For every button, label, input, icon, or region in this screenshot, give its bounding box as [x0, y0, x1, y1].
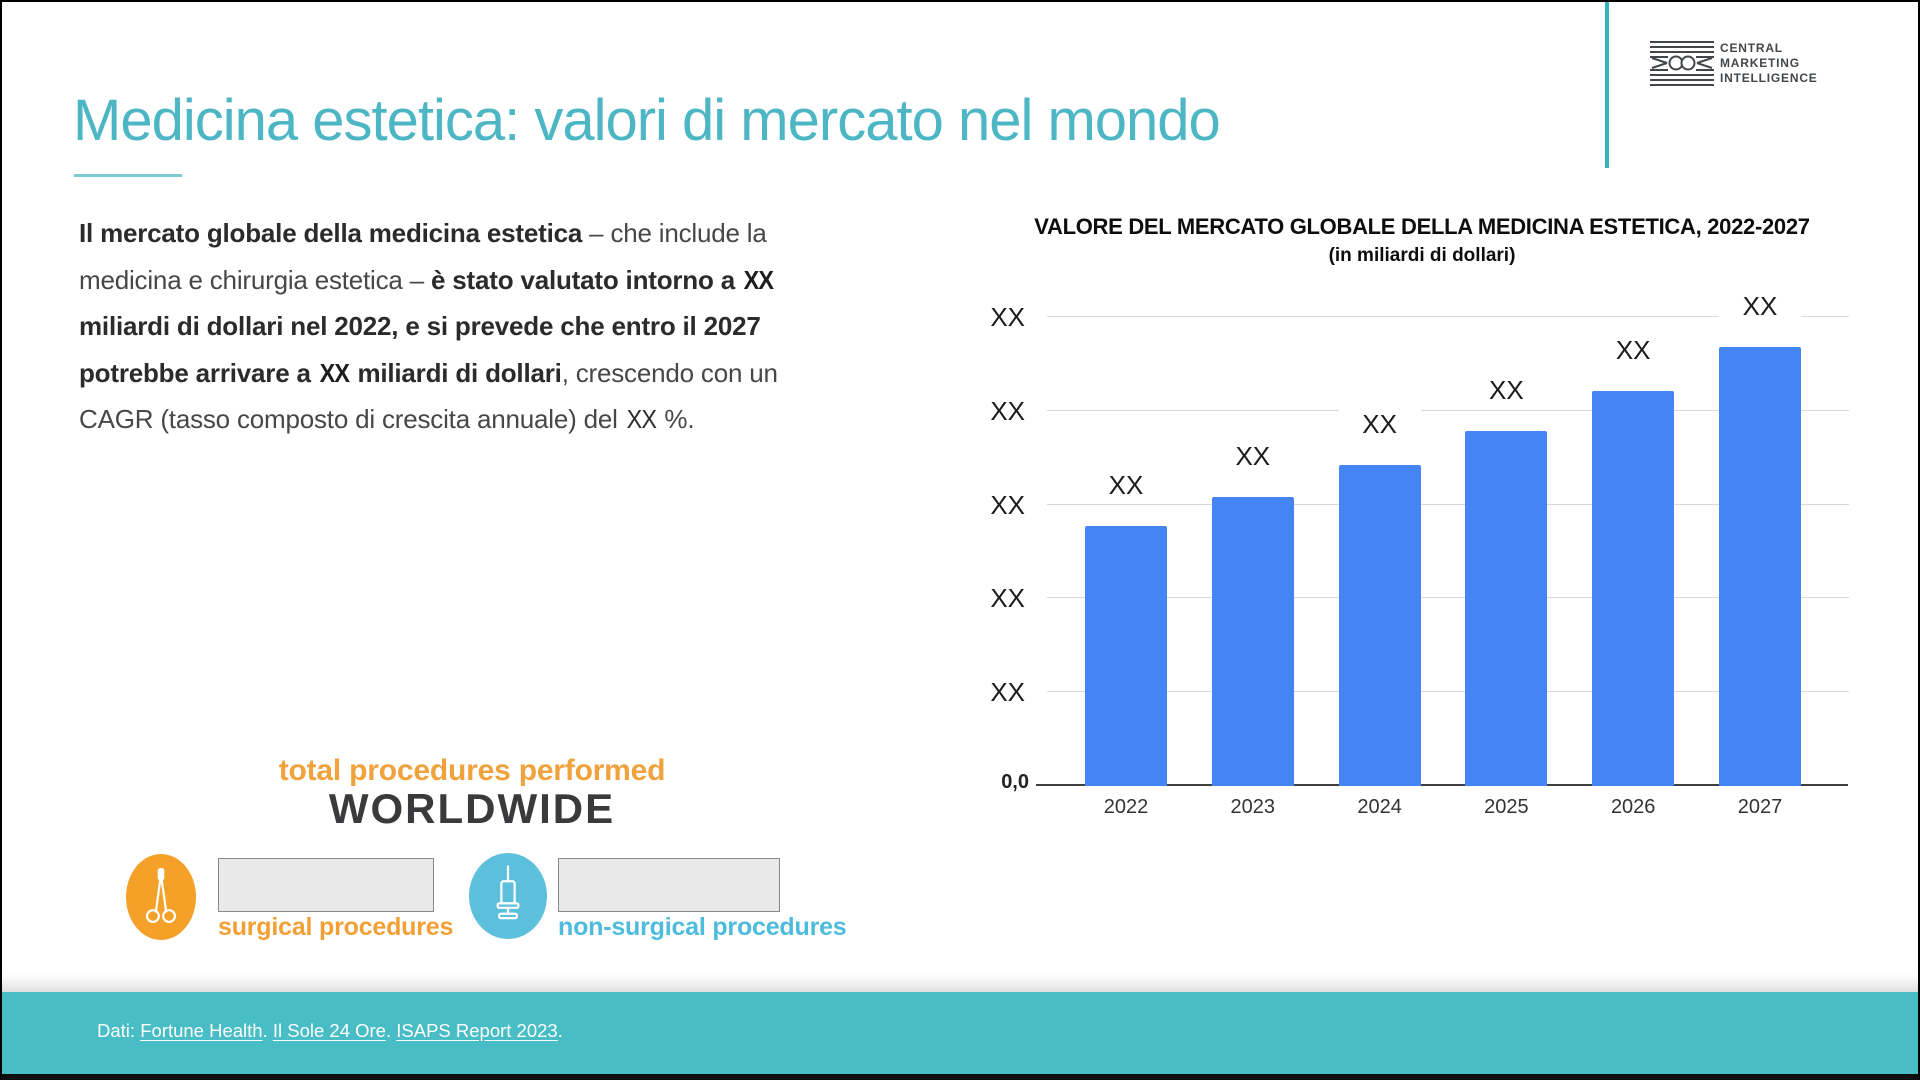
- surgical-value-placeholder-box: [218, 858, 434, 912]
- bar-value-label: XX: [1465, 374, 1548, 405]
- glasses-lines-icon: [1650, 41, 1714, 86]
- gridline: [1047, 316, 1849, 317]
- x-axis-category-label: 2024: [1357, 796, 1402, 818]
- procedures-heading: total procedures performed: [278, 754, 666, 787]
- gridline: [1047, 409, 1849, 411]
- intro-line4-bold2: miliardi di dollari: [357, 357, 562, 388]
- y-axis-tick-label: XX: [990, 583, 1025, 614]
- surgical-procedures-badge: [126, 854, 196, 940]
- scissors-icon: [145, 868, 177, 924]
- source-link-il-sole-24-ore[interactable]: Il Sole 24 Ore: [272, 1020, 386, 1041]
- footer-period: .: [557, 1020, 563, 1041]
- y-axis-origin-label: 0,0: [1001, 771, 1029, 793]
- intro-line-5: CAGR (tasso composto di crescita annuale…: [79, 396, 782, 443]
- footer-prefix: Dati:: [97, 1020, 141, 1041]
- gridline: [1047, 691, 1849, 693]
- bar-2022: [1085, 526, 1167, 786]
- intro-line4-bold1: potrebbe arrivare a: [79, 357, 311, 388]
- intro-line2-regular: medicina e chirurgia estetica –: [79, 264, 432, 295]
- xx-placeholder: XX: [743, 264, 774, 295]
- chart-title: VALORE DEL MERCATO GLOBALE DELLA MEDICIN…: [1034, 214, 1810, 239]
- bar-2026: [1592, 391, 1675, 786]
- gridline: [1047, 597, 1849, 599]
- x-axis-category-label: 2025: [1484, 796, 1529, 818]
- intro-line-1: Il mercato globale della medicina esteti…: [79, 210, 782, 257]
- vertical-divider-line: [1605, 2, 1609, 168]
- footer-source-text: Dati: Fortune Health. Il Sole 24 Ore. IS…: [97, 1020, 563, 1042]
- chart-subtitle: (in miliardi di dollari): [1328, 245, 1516, 266]
- intro-paragraph: Il mercato globale della medicina esteti…: [79, 210, 782, 443]
- x-axis-line: [1036, 784, 1848, 786]
- non-surgical-procedures-badge: [469, 853, 547, 939]
- intro-line2-bold: è stato valutato intorno a: [431, 264, 735, 295]
- bar-2023: [1211, 497, 1294, 786]
- worldwide-heading: WORLDWIDE: [328, 785, 616, 832]
- logo-text-line3: INTELLIGENCE: [1720, 70, 1818, 85]
- intro-line5-regular1: CAGR (tasso composto di crescita annuale…: [79, 404, 625, 434]
- footer-shadow: [2, 974, 1918, 992]
- x-axis-category-label: 2027: [1737, 796, 1783, 818]
- bar-value-label: XX: [1211, 441, 1294, 472]
- y-axis-tick-label: XX: [990, 395, 1025, 426]
- company-logo: CENTRAL MARKETING INTELLIGENCE: [1650, 40, 1818, 86]
- intro-line-3: miliardi di dollari nel 2022, e si preve…: [79, 303, 782, 350]
- x-axis-category-label: 2023: [1230, 796, 1276, 818]
- logo-text-line2: MARKETING: [1720, 55, 1800, 70]
- bar-value-label: XX: [1592, 335, 1675, 366]
- surgical-procedures-label: surgical procedures: [218, 913, 454, 941]
- title-underline: [74, 174, 182, 177]
- non-surgical-procedures-label: non-surgical procedures: [558, 913, 847, 941]
- bar-2027: [1719, 347, 1801, 786]
- intro-line1-regular: – che include la: [582, 218, 767, 248]
- x-axis-category-label: 2022: [1103, 796, 1149, 818]
- non-surgical-value-placeholder-box: [558, 858, 780, 912]
- footer-separator: .: [385, 1020, 397, 1041]
- bar-2025: [1465, 430, 1548, 786]
- y-axis-tick-label: XX: [990, 302, 1025, 332]
- intro-line-4: potrebbe arrivare a XX miliardi di dollari…: [79, 350, 782, 397]
- intro-line5-regular2: %.: [657, 404, 695, 434]
- bar-chart-plot-area: 0,0 XX XX XX XX XX XX 2022 XX 2023 XX 2024 XX 2025 XX 2…: [990, 291, 1849, 818]
- xx-placeholder: XX: [626, 404, 656, 434]
- logo-text: CENTRAL MARKETING INTELLIGENCE: [1720, 41, 1818, 86]
- y-axis-tick-label: XX: [990, 489, 1025, 520]
- x-axis-category-label: 2026: [1610, 796, 1656, 818]
- intro-line3-bold: miliardi di dollari nel 2022, e si preve…: [79, 311, 761, 341]
- intro-line-2: medicina e chirurgia estetica – è stato …: [79, 257, 782, 304]
- logo-text-line1: CENTRAL: [1720, 40, 1783, 55]
- xx-placeholder: XX: [319, 357, 349, 388]
- source-link-isaps-report[interactable]: ISAPS Report 2023: [396, 1020, 558, 1041]
- bar-2024: [1338, 465, 1421, 786]
- footer-separator: .: [262, 1020, 273, 1041]
- y-axis-tick-label: XX: [990, 677, 1025, 708]
- bar-value-label: XX: [1719, 291, 1801, 322]
- bar-value-label: XX: [1338, 409, 1421, 440]
- intro-line4-regular: , crescendo con un: [561, 357, 778, 388]
- source-link-fortune-health[interactable]: Fortune Health: [140, 1020, 263, 1041]
- footer-bar: Dati: Fortune Health. Il Sole 24 Ore. IS…: [2, 992, 1918, 1074]
- bar-value-label: XX: [1085, 470, 1167, 501]
- intro-line1-bold: Il mercato globale della medicina esteti…: [79, 218, 583, 248]
- syringe-icon: [496, 865, 520, 920]
- page-title: Medicina estetica: valori di mercato nel…: [73, 88, 1221, 153]
- gridline: [1047, 503, 1849, 505]
